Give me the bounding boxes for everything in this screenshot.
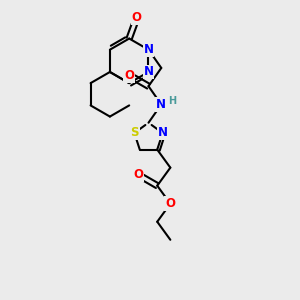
Text: N: N xyxy=(143,65,154,79)
Text: H: H xyxy=(169,97,177,106)
Text: N: N xyxy=(143,43,154,56)
Text: O: O xyxy=(165,197,175,210)
Text: O: O xyxy=(133,168,143,181)
Text: O: O xyxy=(132,11,142,24)
Text: O: O xyxy=(124,69,134,82)
Text: N: N xyxy=(158,127,168,140)
Text: S: S xyxy=(130,127,139,140)
Text: N: N xyxy=(156,98,166,111)
